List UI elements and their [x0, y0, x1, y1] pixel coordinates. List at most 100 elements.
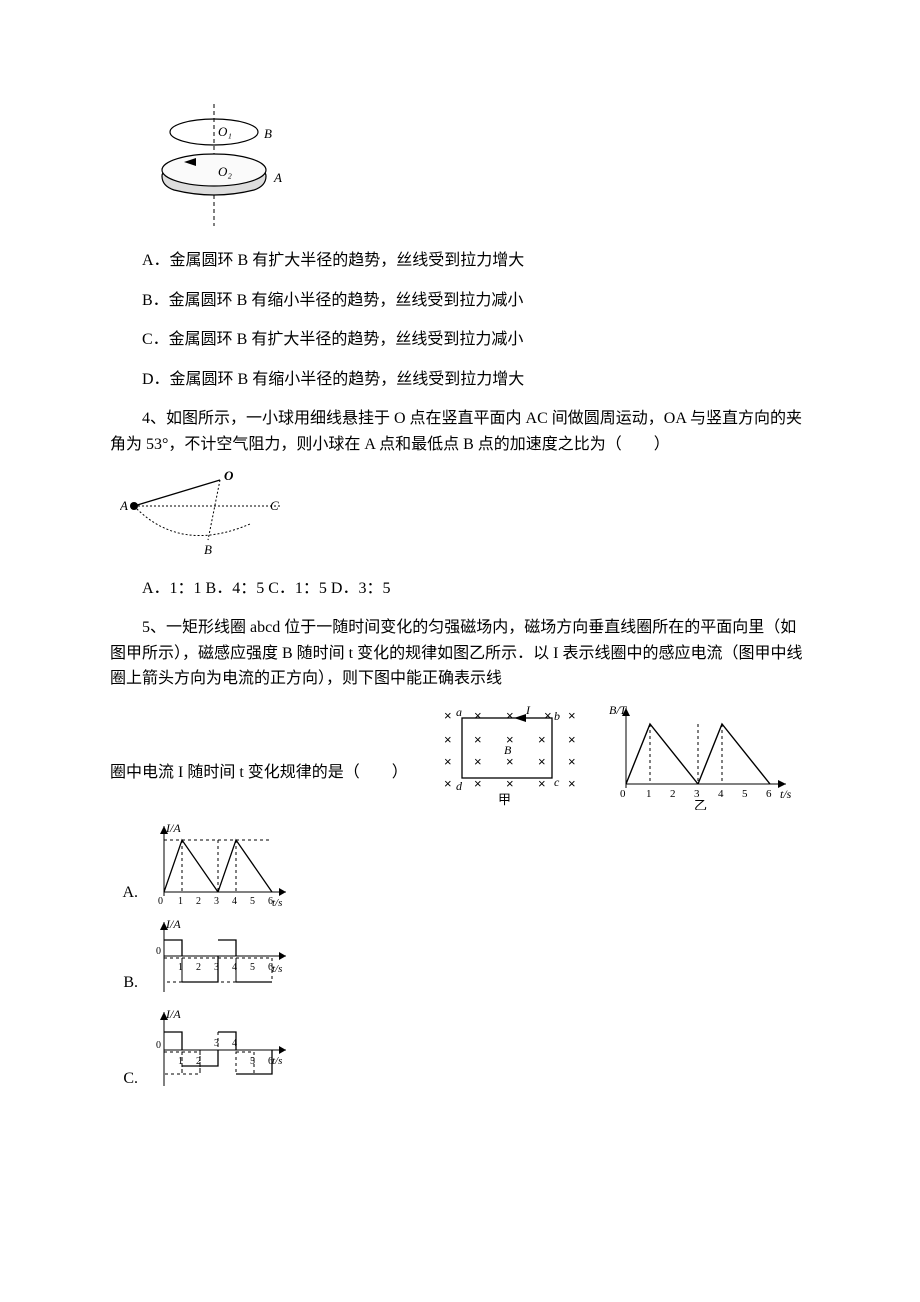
q5-jia-B: B	[504, 743, 512, 757]
chevron-right-icon	[279, 1046, 286, 1054]
q3-label-o2: O₂	[218, 164, 232, 179]
svg-text:1: 1	[178, 896, 183, 907]
optB-xlabel: t/s	[272, 963, 282, 975]
q4-options: A．1：1 B．4：5 C．1：5 D．3：5	[110, 576, 810, 602]
q3-disk-a-face	[162, 154, 266, 186]
svg-text:5: 5	[250, 962, 255, 973]
svg-text:6: 6	[766, 788, 772, 800]
optA-tri2	[218, 840, 272, 892]
q5-jia-I: I	[525, 703, 531, 717]
optC-xlabel: t/s	[272, 1055, 282, 1067]
chevron-right-icon	[279, 888, 286, 896]
q5-option-b-row: B. I/A t/s 0 123 456	[110, 916, 810, 998]
svg-text:4: 4	[232, 896, 237, 907]
q3-option-a: A．金属圆环 B 有扩大半径的趋势，丝线受到拉力增大	[110, 248, 810, 274]
q5-yi-svg: B/T t/s 123 456 0 乙	[606, 700, 796, 810]
optB-steps	[164, 940, 272, 982]
q4-arc	[134, 506, 250, 536]
q3-label-b: B	[264, 126, 272, 141]
q3-label-a: A	[273, 170, 282, 185]
optB-ylabel: I/A	[165, 917, 181, 931]
svg-text:4: 4	[718, 788, 724, 800]
q5-jia-d: d	[456, 779, 463, 793]
q4-ball	[130, 502, 138, 510]
exam-page: O₁ B O₂ A A．金属圆环 B 有扩大半径的趋势，丝线受到拉力增大 B．金…	[0, 0, 920, 1156]
optA-ticks: 0 1 2 3 4 5 6	[158, 896, 273, 907]
optC-zero: 0	[156, 1040, 161, 1051]
optC-ticks: 12 34 56	[178, 1038, 273, 1067]
q5-stem-pre: 5、一矩形线圈 abcd 位于一随时间变化的匀强磁场内，磁场方向垂直线圈所在的平…	[110, 615, 810, 692]
svg-text:×: ×	[474, 754, 482, 769]
q3-option-d: D．金属圆环 B 有缩小半径的趋势，丝线受到拉力增大	[110, 367, 810, 393]
q5-stem-tail: 圈中电流 I 随时间 t 变化规律的是（ ）	[110, 760, 408, 810]
svg-text:×: ×	[544, 708, 552, 723]
svg-text:×: ×	[444, 708, 452, 723]
svg-text:×: ×	[444, 776, 452, 791]
q5-fig-jia: ××××× ××××× ××××× ××××× a b c d I B 甲	[414, 700, 594, 810]
q5-jia-svg: ××××× ××××× ××××× ××××× a b c d I B 甲	[414, 700, 594, 810]
q5-jia-b: b	[554, 709, 560, 723]
q4-label-a: A	[120, 498, 128, 513]
q4-line-ob	[208, 480, 220, 540]
optB-ticks: 123 456	[178, 962, 273, 973]
svg-text:×: ×	[474, 708, 482, 723]
optB-zero: 0	[156, 946, 161, 957]
svg-text:×: ×	[538, 732, 546, 747]
q5-optC-svg: I/A t/s 0 12 34 56	[142, 1006, 292, 1094]
svg-text:×: ×	[568, 754, 576, 769]
svg-text:×: ×	[568, 732, 576, 747]
q5-yi-ylabel: B/T	[609, 703, 628, 717]
svg-text:2: 2	[670, 788, 676, 800]
q4-label-o: O	[224, 468, 234, 483]
svg-text:1: 1	[646, 788, 652, 800]
svg-text:6: 6	[268, 896, 273, 907]
svg-text:0: 0	[620, 788, 626, 800]
optA-tri1	[164, 840, 218, 892]
q5-jia-caption: 甲	[498, 792, 511, 807]
q5-jia-arrow	[514, 714, 526, 722]
q5-option-a-row: A. I/A t/s 0 1 2 3 4 5 6	[110, 818, 810, 908]
q3-option-c: C．金属圆环 B 有扩大半径的趋势，丝线受到拉力减小	[110, 327, 810, 353]
q5-optA-letter: A.	[110, 880, 142, 908]
q5-stem-row: 圈中电流 I 随时间 t 变化规律的是（ ） × × × × × × × × × × × × × × ×…	[110, 700, 810, 810]
q3-label-o1: O₁	[218, 124, 232, 139]
q5-jia-a: a	[456, 705, 462, 719]
svg-text:×: ×	[444, 754, 452, 769]
svg-text:2: 2	[196, 896, 201, 907]
q4-figure: O A C B	[120, 468, 810, 558]
optA-ylabel: I/A	[165, 821, 181, 835]
q3-figure: O₁ B O₂ A	[146, 100, 810, 230]
q3-rings-svg: O₁ B O₂ A	[146, 100, 291, 230]
svg-text:×: ×	[568, 708, 576, 723]
q5-yi-tri1	[626, 724, 698, 784]
q5-yi-xlabel: t/s	[780, 787, 792, 801]
chevron-right-icon	[279, 952, 286, 960]
q4-stem: 4、如图所示，一小球用细线悬挂于 O 点在竖直平面内 AC 间做圆周运动，OA …	[110, 406, 810, 457]
q5-fig-yi: B/T t/s 123 456 0 乙	[606, 700, 796, 810]
q5-optB-svg: I/A t/s 0 123 456	[142, 916, 292, 998]
q4-line-oa	[134, 480, 220, 506]
q5-optC-letter: C.	[110, 1066, 142, 1094]
q4-label-c: C	[270, 498, 279, 513]
svg-text:×: ×	[568, 776, 576, 791]
q4-pendulum-svg: O A C B	[120, 468, 290, 558]
svg-text:×: ×	[444, 732, 452, 747]
q4-label-b: B	[204, 542, 212, 557]
svg-text:2: 2	[196, 962, 201, 973]
q5-optB-letter: B.	[110, 970, 142, 998]
optC-ylabel: I/A	[165, 1007, 181, 1021]
q5-jia-c: c	[554, 775, 560, 789]
q5-yi-tri2	[698, 724, 770, 784]
svg-text:5: 5	[250, 896, 255, 907]
q3-option-b: B．金属圆环 B 有缩小半径的趋势，丝线受到拉力减小	[110, 288, 810, 314]
q5-optA-svg: I/A t/s 0 1 2 3 4 5 6	[142, 818, 292, 908]
svg-text:×: ×	[474, 732, 482, 747]
svg-text:0: 0	[158, 896, 163, 907]
q5-yi-caption: 乙	[694, 798, 707, 810]
svg-text:3: 3	[214, 896, 219, 907]
optA-xlabel: t/s	[272, 897, 282, 908]
svg-text:5: 5	[742, 788, 748, 800]
q5-option-c-row: C. I/A t/s 0 12 34 56	[110, 1006, 810, 1094]
svg-text:×: ×	[538, 754, 546, 769]
svg-text:×: ×	[506, 708, 514, 723]
